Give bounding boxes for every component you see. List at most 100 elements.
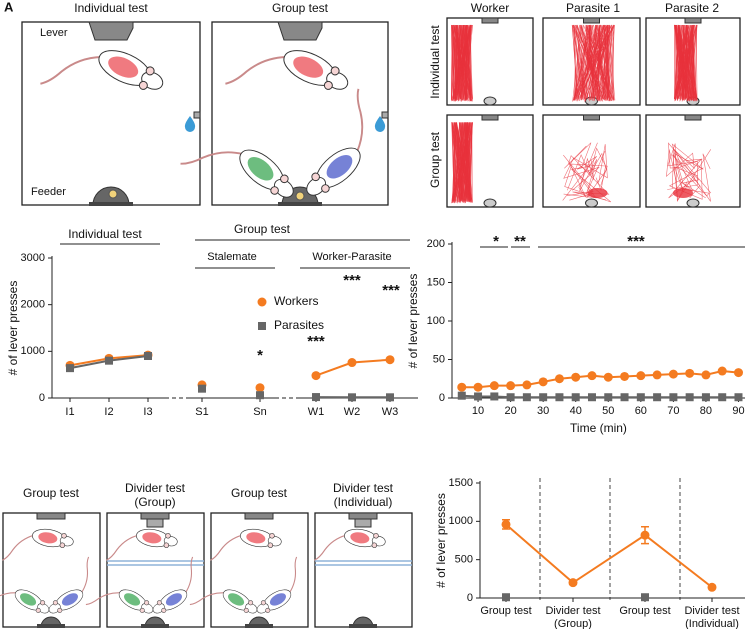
rat-mark xyxy=(165,593,182,606)
trajectory xyxy=(573,24,614,101)
y-tick-label: 1500 xyxy=(449,477,473,489)
trajectory xyxy=(674,24,698,101)
rat-tail xyxy=(184,556,194,594)
data-point xyxy=(587,371,597,381)
data-point xyxy=(554,374,564,384)
trajectory xyxy=(455,122,473,203)
rat-mark xyxy=(108,56,139,78)
data-point xyxy=(522,393,531,402)
significance: *** xyxy=(343,272,361,289)
diagram-title: Divider test xyxy=(125,481,186,495)
data-point xyxy=(685,393,694,402)
data-point xyxy=(538,377,548,387)
data-point xyxy=(386,393,394,402)
significance: * xyxy=(257,347,263,364)
x-tick-label: 70 xyxy=(667,405,679,417)
x-tick-label: 20 xyxy=(504,405,516,417)
rat-ear xyxy=(323,80,333,90)
rat-ear xyxy=(260,600,266,606)
trajectory xyxy=(581,24,611,102)
lever-body xyxy=(146,518,164,528)
trajectory xyxy=(671,143,704,184)
rat-ear xyxy=(280,174,289,184)
feeder xyxy=(686,198,700,208)
rat xyxy=(152,556,194,614)
x-tick-label: W3 xyxy=(382,406,399,418)
y-tick-label: 150 xyxy=(427,276,445,288)
trajectory xyxy=(595,24,610,102)
data-point xyxy=(506,381,516,391)
lever xyxy=(583,114,600,121)
trajectory xyxy=(456,122,471,203)
data-point xyxy=(311,371,321,381)
lever xyxy=(36,512,66,520)
series-line xyxy=(505,523,713,589)
rat xyxy=(85,589,154,614)
rat xyxy=(314,528,386,561)
diagram-title: (Group) xyxy=(134,495,175,509)
y-tick-label: 0 xyxy=(39,392,45,404)
rat xyxy=(106,528,178,561)
data-point xyxy=(685,368,695,378)
x-tick-label: Group test xyxy=(480,605,531,617)
nub xyxy=(193,111,201,119)
trajectory xyxy=(666,148,695,189)
data-point xyxy=(571,372,581,382)
data-point xyxy=(506,393,515,402)
feeder-base xyxy=(278,202,322,206)
rat-ear xyxy=(139,607,145,613)
rat-tail xyxy=(314,534,346,561)
column-title: Worker xyxy=(471,1,509,15)
data-point xyxy=(636,393,645,402)
data-point xyxy=(255,383,265,393)
row-title: Group test xyxy=(428,131,442,188)
x-tick-label: (Individual) xyxy=(685,618,739,629)
x-tick-label: 80 xyxy=(700,405,712,417)
rat-head xyxy=(306,176,327,196)
rat-ear xyxy=(269,533,275,539)
lever-body xyxy=(354,518,372,528)
x-tick-label: 40 xyxy=(570,405,582,417)
data-point xyxy=(457,391,466,400)
x-tick-label: Divider test xyxy=(545,605,600,617)
data-point xyxy=(198,384,206,393)
rat-tail xyxy=(85,592,121,606)
trajectory xyxy=(455,24,467,102)
rat-mark xyxy=(142,532,162,544)
trajectory xyxy=(562,142,597,201)
lever xyxy=(684,114,702,121)
legend-label: Workers xyxy=(274,294,318,308)
group-header: Group test xyxy=(234,222,291,236)
rat-head xyxy=(273,178,294,198)
water-drop xyxy=(184,116,196,132)
trajectory xyxy=(674,24,696,101)
x-tick-label: Divider test xyxy=(684,605,739,617)
trajectory xyxy=(451,122,471,203)
rat-ear xyxy=(265,607,271,613)
rat-ear xyxy=(156,600,162,606)
data-point xyxy=(348,393,356,402)
feeder xyxy=(483,198,497,208)
data-point xyxy=(474,392,483,401)
x-tick-label: I3 xyxy=(143,406,152,418)
x-tick-label: 10 xyxy=(472,405,484,417)
data-point xyxy=(653,393,662,402)
x-tick-label: W1 xyxy=(308,406,325,418)
data-point xyxy=(522,380,532,390)
data-point xyxy=(66,364,74,373)
y-tick-label: 1000 xyxy=(449,515,473,527)
y-axis-label: # of lever presses xyxy=(406,274,420,369)
rat-mark xyxy=(246,532,266,544)
rat-ear xyxy=(40,600,46,606)
rat-tail xyxy=(2,534,34,561)
rat-mark xyxy=(38,532,58,544)
data-point xyxy=(669,393,678,402)
trajectory xyxy=(460,122,472,202)
lever xyxy=(348,512,378,520)
column-title: Parasite 1 xyxy=(566,1,620,15)
rat-tail xyxy=(189,592,225,606)
rat-mark xyxy=(20,593,37,606)
lever xyxy=(684,17,702,24)
lever xyxy=(244,512,274,520)
